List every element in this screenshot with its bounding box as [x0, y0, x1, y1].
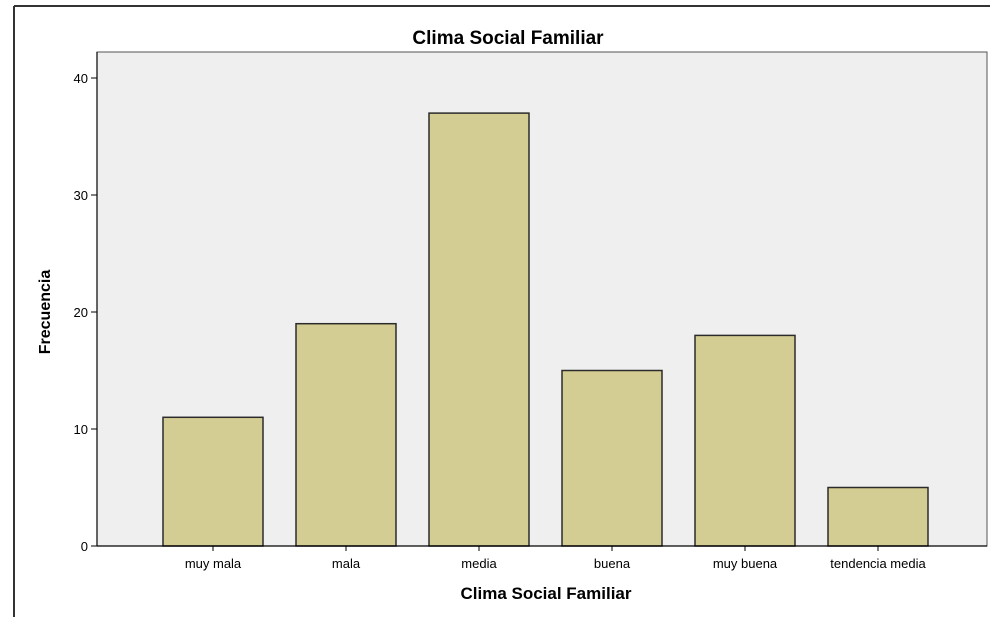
bars-group [162, 112, 929, 547]
bar-muy-mala [162, 416, 264, 547]
y-tick-label: 20 [74, 305, 88, 320]
y-axis-label: Frecuencia [37, 270, 54, 355]
x-tick-label: mala [332, 556, 361, 571]
y-tick-label: 10 [74, 422, 88, 437]
bar-mala [295, 322, 397, 547]
x-axis-ticks: muy mala mala media buena muy buena tendencia… [97, 545, 987, 571]
x-axis-label: Clima Social Familiar [460, 584, 631, 603]
bar-media [428, 112, 530, 547]
x-tick-label: media [461, 556, 497, 571]
y-tick-label: 0 [81, 539, 88, 554]
bar-tendencia-media [827, 486, 929, 547]
bar-buena [561, 369, 663, 547]
y-axis-ticks: 0 10 20 30 40 [74, 71, 97, 554]
y-tick-label: 30 [74, 188, 88, 203]
x-tick-label: muy buena [713, 556, 778, 571]
y-tick-label: 40 [74, 71, 88, 86]
x-tick-label: buena [594, 556, 631, 571]
chart-title: Clima Social Familiar [412, 28, 604, 49]
bar-muy-buena [694, 334, 796, 547]
x-tick-label: tendencia media [830, 556, 926, 571]
x-tick-label: muy mala [185, 556, 242, 571]
